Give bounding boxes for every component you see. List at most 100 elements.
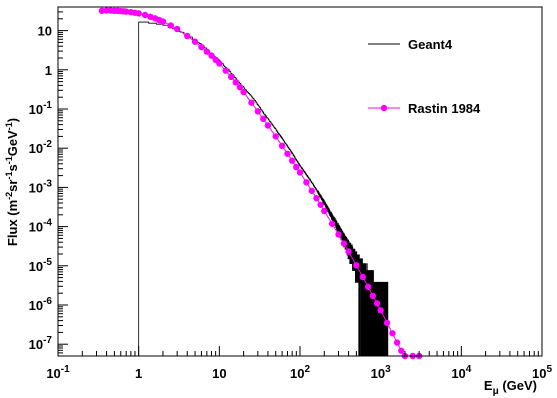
rastin-point	[222, 67, 229, 74]
y-tick-label-base: 10	[29, 141, 43, 156]
rastin-point	[240, 88, 247, 96]
rastin-point	[260, 115, 267, 123]
rastin-point	[198, 43, 205, 51]
x-axis-title-base: E	[484, 378, 493, 393]
y-tick-label: 10-4	[29, 218, 53, 235]
y-tick-label-exp: -6	[43, 296, 52, 307]
y-tick-label: 10-5	[29, 257, 53, 274]
rastin-point	[191, 38, 199, 45]
y-tick-label-exp: -2	[43, 139, 52, 150]
x-tick-label-exp: 3	[385, 364, 391, 375]
rastin-point	[98, 7, 106, 14]
y-tick-label-base: 10	[29, 180, 43, 195]
rastin-point	[317, 201, 324, 208]
x-tick-labels: 10-1 1 10 102 103 104 105	[46, 364, 552, 381]
legend: Geant4 Rastin 1984	[368, 37, 481, 116]
y-title-sup-1: -2	[4, 192, 14, 200]
rastin-point	[216, 60, 223, 67]
rastin-point	[159, 18, 167, 25]
y-title-sup-3: -1	[4, 156, 14, 164]
rastin-point	[353, 262, 360, 269]
rastin-point	[278, 142, 286, 150]
x-tick-label-exp: 2	[304, 364, 310, 375]
x-tick-label-base: 10	[212, 366, 226, 381]
y-tick-label: 10-2	[29, 139, 53, 156]
rastin-point	[208, 52, 215, 59]
rastin-point	[236, 83, 244, 91]
y-tick-label: 10-6	[29, 296, 53, 313]
x-tick-label: 10	[212, 366, 226, 381]
x-axis-title: Eμ (GeV)	[484, 378, 537, 397]
x-tick-label: 105	[532, 364, 552, 381]
y-axis-ticks	[58, 6, 68, 357]
x-tick-label-exp: 5	[546, 364, 552, 375]
y-title-sup-4: -1	[4, 122, 14, 130]
y-title-part-1: Flux (m	[5, 200, 20, 246]
rastin-point	[264, 122, 272, 129]
y-title-part-3: s	[5, 164, 20, 171]
y-tick-label-exp: -1	[43, 100, 52, 111]
rastin-point	[248, 99, 255, 106]
rastin-point	[303, 179, 310, 186]
rastin-point	[288, 157, 296, 164]
rastin-point	[254, 108, 262, 115]
x-axis-ticks	[57, 346, 543, 356]
rastin-point	[203, 48, 211, 55]
y-tick-label-base: 10	[38, 24, 52, 39]
y-tick-label-exp: -3	[43, 178, 52, 189]
legend-rastin-label: Rastin 1984	[408, 101, 481, 116]
y-tick-label-base: 1	[45, 63, 52, 78]
rastin-point	[321, 207, 328, 215]
x-tick-label: 102	[290, 364, 310, 381]
x-tick-label-base: 10	[371, 366, 385, 381]
rastin-point	[122, 8, 130, 15]
plot-background	[58, 7, 542, 356]
rastin-point	[369, 292, 377, 300]
rastin-point	[141, 11, 149, 19]
y-axis-title: Flux (m-2sr-1s-1GeV-1)	[4, 118, 20, 246]
rastin-point	[232, 79, 239, 86]
legend-geant4-label: Geant4	[408, 37, 453, 52]
y-tick-label-exp: -5	[43, 257, 52, 268]
rastin-point	[389, 330, 396, 337]
y-tick-label: 10-3	[29, 178, 53, 195]
rastin-point	[340, 240, 348, 247]
y-tick-label-base: 10	[29, 220, 43, 235]
rastin-point	[364, 283, 372, 291]
y-tick-label: 10-7	[29, 335, 53, 352]
x-tick-label: 10-1	[46, 364, 70, 381]
rastin-point	[377, 307, 384, 314]
x-tick-label-base: 10	[532, 366, 546, 381]
y-tick-label-base: 10	[29, 298, 43, 313]
rastin-point	[173, 25, 181, 33]
rastin-point	[184, 32, 191, 40]
rastin-point	[296, 169, 304, 176]
x-tick-label: 104	[451, 364, 471, 381]
rastin-point	[335, 231, 342, 238]
legend-rastin-swatch-marker	[380, 104, 388, 112]
x-tick-label-base: 10	[290, 366, 304, 381]
y-tick-label: 1	[45, 63, 52, 78]
x-tick-label: 103	[371, 364, 391, 381]
rastin-point	[308, 187, 315, 194]
rastin-point	[328, 220, 336, 227]
rastin-point	[345, 248, 352, 255]
rastin-point	[313, 195, 320, 202]
rastin-point	[227, 73, 235, 81]
y-tick-label-base: 10	[29, 102, 43, 117]
rastin-point	[383, 319, 391, 327]
y-tick-label-base: 10	[29, 337, 43, 352]
rastin-point	[393, 339, 401, 346]
x-axis-title-sub: μ	[493, 386, 499, 397]
rastin-point	[373, 300, 381, 307]
x-tick-label-base: 10	[46, 366, 60, 381]
rastin-point	[272, 133, 279, 140]
rastin-point	[284, 150, 291, 157]
x-tick-label: 1	[135, 366, 142, 381]
rastin-point	[293, 163, 300, 171]
y-tick-label: 10	[38, 24, 52, 39]
x-tick-label-exp: 4	[466, 364, 472, 375]
y-title-part-5: )	[5, 118, 20, 122]
